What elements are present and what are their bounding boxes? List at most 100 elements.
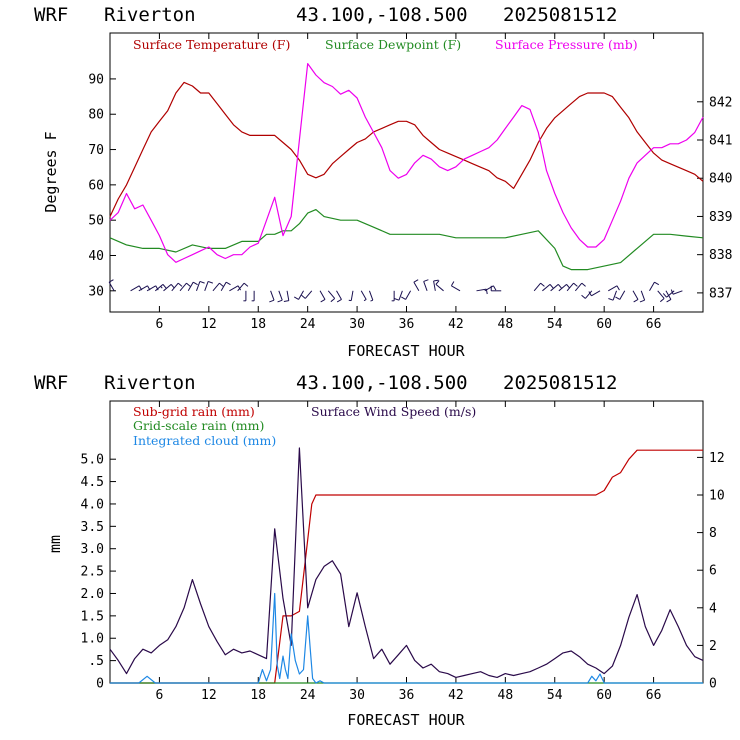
bottom-y-ticks-right: 0 2 4 6 8 10 12 <box>697 451 725 692</box>
bottom-y-ticks-left: 0 .5 1.0 1.5 2.0 2.5 3.0 3.5 4.0 4.5 5.0 <box>81 453 116 692</box>
wind-barb <box>391 290 395 302</box>
wind-barb <box>293 290 304 300</box>
wind-barb <box>649 281 660 292</box>
wind-barb <box>277 290 283 303</box>
x-tick-label: 30 <box>349 688 365 703</box>
wind-barb <box>632 290 639 303</box>
y-tick-label-left: .5 <box>88 654 104 669</box>
y-tick-label-right: 2 <box>709 639 717 654</box>
x-tick-label: 24 <box>300 688 316 703</box>
x-tick-label: 36 <box>399 317 415 332</box>
x-tick-label: 18 <box>250 317 266 332</box>
wind-barb <box>283 290 290 303</box>
wind-barb <box>670 289 683 295</box>
y-tick-label-right: 10 <box>709 489 725 504</box>
y-tick-label-left: 2.0 <box>81 587 104 602</box>
x-tick-label: 18 <box>250 688 266 703</box>
x-tick-label: 24 <box>300 317 316 332</box>
top-y-ticks-right: 837 838 839 840 841 842 <box>697 95 732 301</box>
y-tick-label-left: 40 <box>88 249 104 264</box>
top-model: WRF <box>34 4 68 26</box>
x-tick-label: 60 <box>596 317 612 332</box>
wind-barb <box>204 280 214 291</box>
y-tick-label-right: 6 <box>709 564 717 579</box>
y-tick-label-right: 839 <box>709 210 732 225</box>
wind-barb <box>657 290 665 303</box>
top-run: 2025081512 <box>503 4 617 26</box>
y-tick-label-left: 90 <box>88 72 104 87</box>
wind-barb <box>608 285 620 292</box>
y-tick-label-left: 30 <box>88 284 104 299</box>
y-tick-label-left: 50 <box>88 214 104 229</box>
top-x-axis-label: FORECAST HOUR <box>347 342 465 360</box>
wind-barb <box>550 283 562 292</box>
y-tick-label-left: 4.5 <box>81 475 104 490</box>
x-tick-label: 42 <box>448 317 464 332</box>
wind-barb <box>196 280 205 291</box>
wind-barb <box>394 290 403 301</box>
bottom-run: 2025081512 <box>503 372 617 394</box>
legend-subgrid-rain: Sub-grid rain (mm) <box>133 404 255 419</box>
x-tick-label: 6 <box>156 317 164 332</box>
wind-barb <box>146 285 159 292</box>
x-tick-label: 66 <box>646 688 662 703</box>
wind-barb <box>348 290 354 302</box>
dewpoint-line <box>109 209 704 271</box>
wind-barb <box>229 285 242 292</box>
wind-barb <box>588 290 601 297</box>
legend-surface-wind-speed: Surface Wind Speed (m/s) <box>311 404 476 419</box>
wind-barb <box>220 281 231 292</box>
wind-barb <box>566 282 578 292</box>
y-tick-label-right: 4 <box>709 601 717 616</box>
top-y-axis-label: Degrees F <box>42 131 60 212</box>
top-series-group <box>109 63 704 271</box>
wind-barb <box>179 282 191 292</box>
legend-integrated-cloud: Integrated cloud (mm) <box>133 433 276 448</box>
wind-barb <box>187 281 198 292</box>
wind-barb <box>251 290 255 302</box>
y-tick-label-right: 837 <box>709 286 732 301</box>
bottom-x-axis-label: FORECAST HOUR <box>347 711 465 729</box>
y-tick-label-right: 0 <box>709 677 717 692</box>
top-y-ticks-left: 30 40 50 60 70 80 90 <box>88 72 116 299</box>
wind-barb <box>319 290 326 303</box>
wind-barb <box>154 283 167 292</box>
x-tick-label: 42 <box>448 688 464 703</box>
y-tick-label-left: 60 <box>88 178 104 193</box>
wind-barb <box>108 279 115 292</box>
y-tick-label-right: 8 <box>709 526 717 541</box>
x-tick-label: 12 <box>201 688 217 703</box>
wind-barb <box>301 290 313 299</box>
top-x-ticks: 6 12 18 24 30 36 42 48 54 60 66 <box>156 33 661 332</box>
cloud-line <box>110 592 703 684</box>
wind-barb <box>413 279 420 292</box>
top-coords: 43.100,-108.500 <box>296 4 468 26</box>
wind-barb <box>662 290 675 298</box>
y-tick-label-right: 838 <box>709 248 732 263</box>
wind-barbs <box>108 279 683 303</box>
bottom-header: WRF Riverton 43.100,-108.500 2025081512 <box>34 372 617 394</box>
y-tick-label-left: 0 <box>96 677 104 692</box>
legend-surface-pressure: Surface Pressure (mb) <box>495 37 638 52</box>
y-tick-label-right: 840 <box>709 172 732 187</box>
wind-barb <box>336 290 342 303</box>
y-tick-label-left: 5.0 <box>81 453 104 468</box>
x-tick-label: 48 <box>498 688 514 703</box>
bottom-station: Riverton <box>104 372 196 394</box>
wind-speed-line <box>109 447 704 678</box>
wind-barb <box>639 290 646 303</box>
wind-barb <box>665 290 672 303</box>
y-tick-label-left: 3.0 <box>81 542 104 557</box>
wind-barb <box>327 290 336 303</box>
wind-barb <box>615 290 626 300</box>
legend-surface-dewpoint: Surface Dewpoint (F) <box>325 37 461 52</box>
y-tick-label-right: 841 <box>709 134 732 149</box>
wind-barb <box>490 285 502 292</box>
wind-barb <box>423 279 429 291</box>
subgrid-rain-line <box>110 449 703 684</box>
y-tick-label-right: 12 <box>709 451 725 466</box>
top-chart: WRF Riverton 43.100,-108.500 2025081512 … <box>34 4 732 360</box>
top-station: Riverton <box>104 4 196 26</box>
wind-barb <box>484 285 497 292</box>
bottom-series-group <box>109 447 704 684</box>
